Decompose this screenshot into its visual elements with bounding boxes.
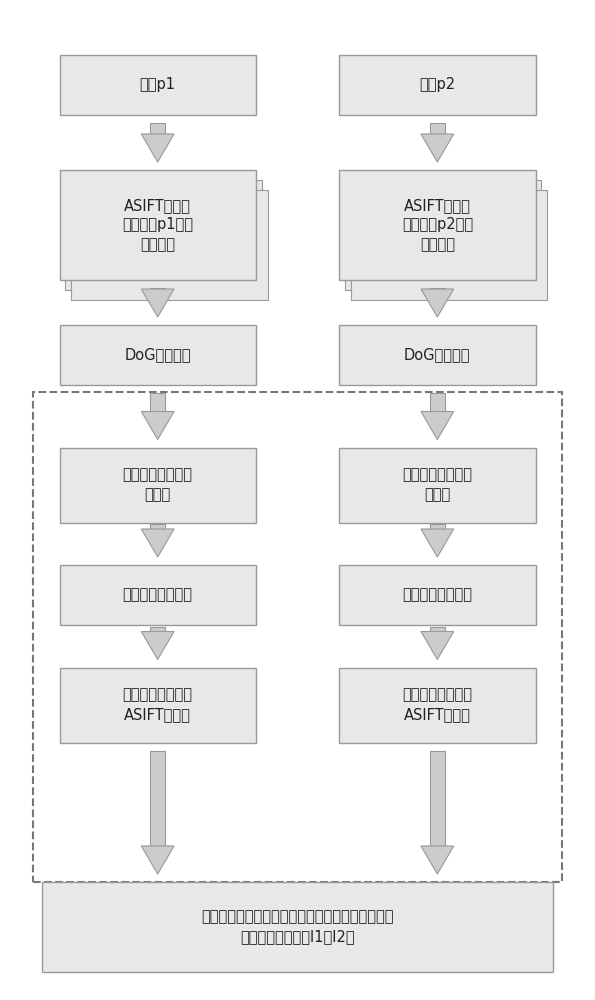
FancyBboxPatch shape [339, 55, 536, 115]
FancyBboxPatch shape [151, 626, 165, 632]
Polygon shape [142, 289, 174, 317]
FancyBboxPatch shape [339, 668, 536, 742]
Text: DoG特征检测: DoG特征检测 [124, 348, 191, 362]
FancyBboxPatch shape [430, 393, 445, 412]
Polygon shape [142, 134, 174, 162]
FancyBboxPatch shape [60, 448, 256, 522]
FancyBboxPatch shape [339, 448, 536, 522]
FancyBboxPatch shape [151, 524, 165, 529]
FancyBboxPatch shape [60, 325, 256, 385]
Polygon shape [421, 289, 454, 317]
FancyBboxPatch shape [60, 565, 256, 625]
FancyBboxPatch shape [60, 170, 256, 280]
Text: 计算特征的对称性
ASIFT描述符: 计算特征的对称性 ASIFT描述符 [123, 688, 193, 722]
Text: DoG特征检测: DoG特征检测 [404, 348, 471, 362]
FancyBboxPatch shape [351, 190, 547, 300]
FancyBboxPatch shape [151, 393, 165, 412]
FancyBboxPatch shape [151, 750, 165, 846]
Polygon shape [421, 632, 454, 660]
FancyBboxPatch shape [151, 123, 165, 134]
FancyBboxPatch shape [65, 180, 262, 290]
Text: 计算特征的对称性
ASIFT描述符: 计算特征的对称性 ASIFT描述符 [402, 688, 472, 722]
FancyBboxPatch shape [60, 55, 256, 115]
Polygon shape [421, 134, 454, 162]
FancyBboxPatch shape [430, 750, 445, 846]
FancyBboxPatch shape [60, 668, 256, 742]
Polygon shape [421, 529, 454, 557]
Text: 计算特征的主方向: 计算特征的主方向 [123, 587, 193, 602]
FancyBboxPatch shape [430, 626, 445, 632]
FancyBboxPatch shape [430, 123, 445, 134]
FancyBboxPatch shape [345, 180, 541, 290]
Text: 特征粗匹配和误匹配剔除，并将两组图像中的匹配
特征映射到原图像I1，I2中: 特征粗匹配和误匹配剔除，并将两组图像中的匹配 特征映射到原图像I1，I2中 [201, 910, 394, 944]
Text: 计算特征的主方向: 计算特征的主方向 [402, 587, 472, 602]
FancyBboxPatch shape [339, 565, 536, 625]
Polygon shape [421, 846, 454, 874]
FancyBboxPatch shape [71, 190, 268, 300]
Text: 图像p1: 图像p1 [140, 78, 176, 93]
FancyBboxPatch shape [430, 524, 445, 529]
Polygon shape [142, 412, 174, 440]
Polygon shape [142, 632, 174, 660]
Text: 计算特征的平均平
方梯度: 计算特征的平均平 方梯度 [123, 468, 193, 502]
Text: ASIFT仿射变
换，图像p2形成
一组视图: ASIFT仿射变 换，图像p2形成 一组视图 [402, 198, 473, 252]
Text: 计算特征的平均平
方梯度: 计算特征的平均平 方梯度 [402, 468, 472, 502]
Text: ASIFT仿射变
换，图像p1形成
一组视图: ASIFT仿射变 换，图像p1形成 一组视图 [122, 198, 193, 252]
FancyBboxPatch shape [42, 882, 553, 972]
Polygon shape [142, 846, 174, 874]
Polygon shape [421, 412, 454, 440]
FancyBboxPatch shape [339, 325, 536, 385]
Polygon shape [142, 529, 174, 557]
FancyBboxPatch shape [339, 170, 536, 280]
Text: 图像p2: 图像p2 [419, 78, 455, 93]
